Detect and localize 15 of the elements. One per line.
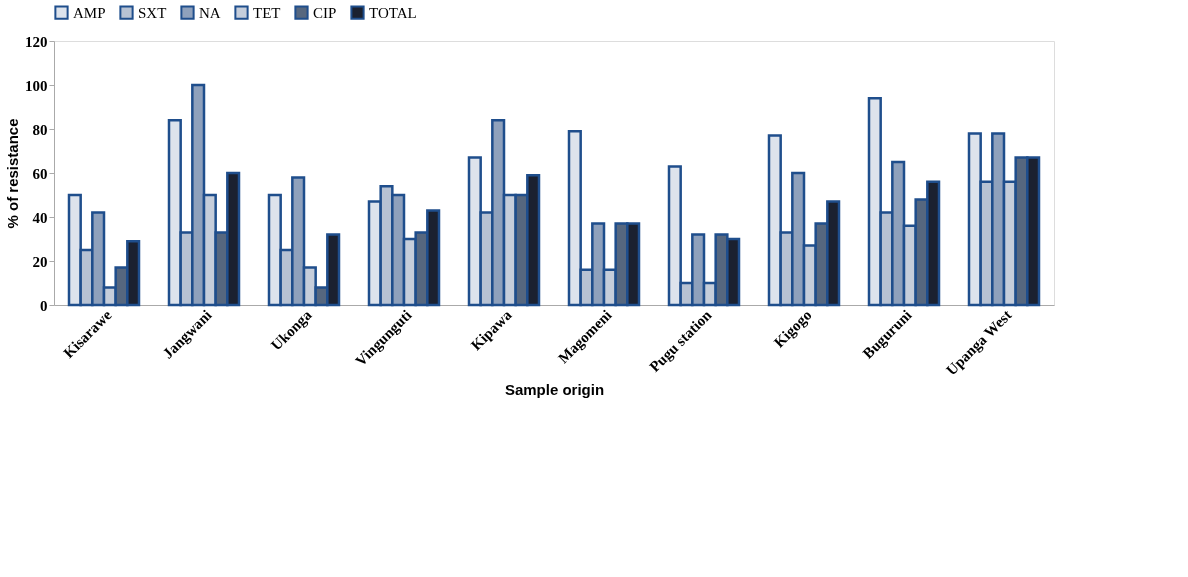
y-tick-label: 60 bbox=[32, 165, 48, 182]
y-tick-label: 20 bbox=[32, 253, 48, 270]
legend-label: NA bbox=[199, 4, 221, 21]
y-tick-label: 120 bbox=[25, 33, 48, 50]
legend-label: TET bbox=[253, 4, 281, 21]
legend-label: AMP bbox=[73, 4, 106, 21]
y-tick-label: 100 bbox=[25, 77, 48, 94]
y-axis-title: % of resistance bbox=[4, 118, 21, 229]
y-tick-label: 80 bbox=[32, 121, 48, 138]
y-tick-label: 40 bbox=[32, 209, 48, 226]
legend-label: CIP bbox=[313, 4, 337, 21]
y-tick-label: 0 bbox=[40, 297, 48, 314]
x-axis-title: Sample origin bbox=[504, 380, 605, 398]
legend-label: TOTAL bbox=[369, 4, 417, 21]
legend-label: SXT bbox=[138, 4, 167, 21]
